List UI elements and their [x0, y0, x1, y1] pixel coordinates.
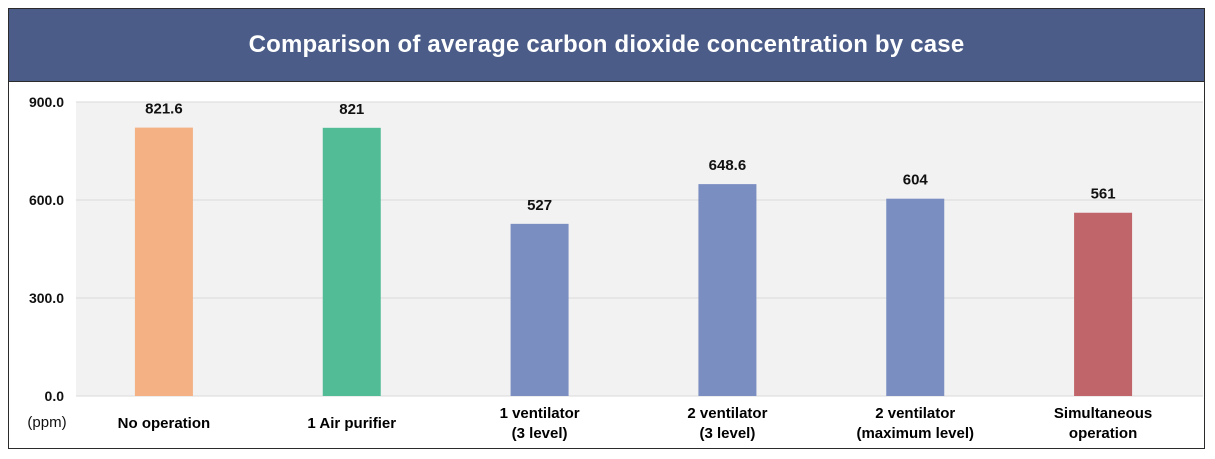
data-label: 604 [903, 172, 929, 189]
x-category-label: Simultaneous [1054, 405, 1152, 422]
x-category-label: 1 ventilator [500, 405, 580, 422]
bar [886, 198, 945, 396]
y-tick-label: 0.0 [45, 388, 65, 404]
x-category-label: 2 ventilator [687, 405, 767, 422]
y-tick-label: 600.0 [29, 192, 64, 208]
plot-area [76, 102, 1203, 396]
chart-title: Comparison of average carbon dioxide con… [248, 31, 965, 58]
bar [698, 184, 757, 396]
bar [322, 127, 381, 396]
data-label: 648.6 [709, 157, 747, 174]
title-bar: Comparison of average carbon dioxide con… [9, 9, 1204, 82]
data-label: 561 [1091, 186, 1116, 203]
bar [1074, 212, 1133, 396]
data-label: 527 [527, 197, 552, 214]
data-label: 821.6 [145, 101, 183, 118]
x-category-label: No operation [118, 415, 211, 432]
x-category-label: operation [1069, 425, 1137, 442]
y-axis-unit-label: (ppm) [27, 414, 66, 431]
bar [134, 127, 193, 397]
x-category-label: 2 ventilator [875, 405, 955, 422]
data-label: 821 [339, 101, 364, 118]
y-tick-label: 300.0 [29, 290, 64, 306]
bar [510, 223, 569, 396]
y-tick-label: 900.0 [29, 94, 64, 110]
x-category-label: 1 Air purifier [307, 415, 396, 432]
x-category-label: (3 level) [512, 425, 568, 442]
x-category-label: (3 level) [699, 425, 755, 442]
x-category-label: (maximum level) [856, 425, 974, 442]
